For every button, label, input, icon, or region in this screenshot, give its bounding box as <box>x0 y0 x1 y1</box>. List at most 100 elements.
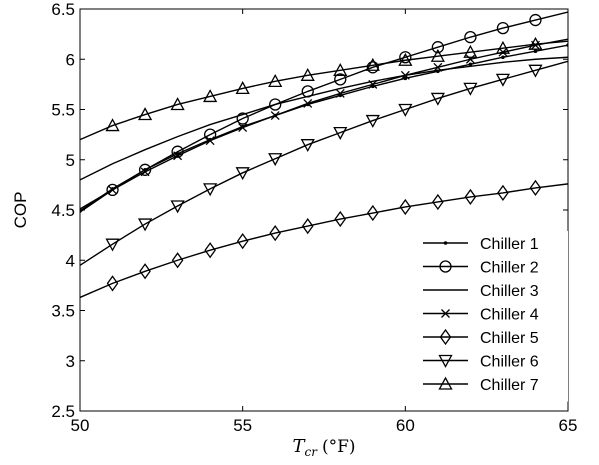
data-point <box>204 242 216 259</box>
x-axis-label: Tcr (°F) <box>292 436 355 459</box>
data-point <box>399 51 412 64</box>
legend: Chiller 1 Chiller 2 Chiller 3 Chiller 4 Chil… <box>420 231 568 402</box>
series-line <box>80 183 568 299</box>
data-point <box>368 79 378 89</box>
series-2 <box>80 11 568 210</box>
y-tick-label: 3.5 <box>51 302 75 321</box>
data-point <box>300 139 315 153</box>
data-point <box>464 188 477 206</box>
y-tick-label: 2.5 <box>51 402 75 421</box>
data-point <box>495 40 511 54</box>
data-point <box>106 183 119 197</box>
data-point <box>269 224 281 242</box>
series-4 <box>80 38 568 213</box>
data-point <box>268 153 283 167</box>
data-point <box>173 151 183 161</box>
data-point <box>270 111 280 120</box>
plot-layer <box>80 11 568 299</box>
data-point <box>497 184 509 202</box>
data-point <box>203 89 218 103</box>
legend-swatch-marker <box>438 354 453 368</box>
legend-label: Chiller 1 <box>480 236 539 253</box>
data-point <box>529 179 542 197</box>
series-line <box>80 11 568 210</box>
data-point <box>529 13 542 27</box>
series-line <box>80 44 568 212</box>
data-point <box>235 167 250 181</box>
data-point <box>431 41 445 54</box>
data-point <box>463 44 478 58</box>
series-line <box>80 38 568 213</box>
x-label-subscript: cr <box>304 445 318 459</box>
data-point <box>170 97 185 111</box>
data-point <box>139 263 151 280</box>
data-point <box>105 238 120 252</box>
data-point <box>334 210 347 228</box>
data-point <box>398 52 413 66</box>
y-tick-label: 6.5 <box>51 0 75 19</box>
legend-item: Chiller 7 <box>423 376 539 394</box>
data-point <box>366 61 379 74</box>
y-tick-label: 5.5 <box>51 101 75 120</box>
data-point <box>137 218 153 232</box>
legend-item: Chiller 2 <box>423 260 539 277</box>
series-1 <box>80 43 568 213</box>
series-line <box>80 56 568 181</box>
data-point <box>170 200 185 214</box>
data-point <box>501 55 505 60</box>
data-point <box>528 36 543 50</box>
y-tick-label: 3 <box>66 352 75 371</box>
y-axis-label: COP <box>11 192 30 229</box>
data-point <box>498 47 508 57</box>
data-point <box>365 57 380 71</box>
data-point <box>268 74 283 88</box>
legend-item: Chiller 3 <box>423 283 539 300</box>
series-3 <box>80 56 568 181</box>
series-7 <box>80 36 568 141</box>
x-tick-label: 55 <box>233 416 252 435</box>
data-point <box>105 118 120 132</box>
data-point <box>464 30 477 44</box>
data-point <box>303 99 313 108</box>
data-point <box>495 73 511 87</box>
data-point <box>236 112 249 125</box>
data-point <box>403 76 408 81</box>
data-point <box>398 103 413 117</box>
x-tick-label: 60 <box>396 416 415 435</box>
data-point <box>433 62 443 72</box>
data-point <box>106 275 119 292</box>
data-point <box>300 67 315 81</box>
x-tick-label: 65 <box>559 416 578 435</box>
y-tick-label: 6 <box>66 50 75 69</box>
series-line <box>80 60 568 266</box>
x-label-unit: (°F) <box>322 437 356 457</box>
data-point <box>333 62 348 76</box>
data-point <box>367 204 379 222</box>
legend-background <box>420 231 568 402</box>
legend-label: Chiller 6 <box>480 354 539 371</box>
data-point <box>205 136 215 146</box>
legend-label: Chiller 5 <box>480 330 539 347</box>
legend-label: Chiller 3 <box>480 283 539 300</box>
y-tick-label: 5 <box>66 151 75 170</box>
data-point <box>203 183 218 197</box>
data-point <box>528 64 543 78</box>
y-tick-label: 4.5 <box>51 201 75 220</box>
legend-item: Chiller 4 <box>423 307 539 324</box>
y-tick-label: 4 <box>66 251 75 270</box>
data-point <box>235 81 250 95</box>
legend-label: Chiller 2 <box>480 260 539 277</box>
x-tick-label: 50 <box>71 416 90 435</box>
data-point <box>236 233 249 250</box>
data-point <box>533 49 538 54</box>
legend-swatch-marker <box>441 309 450 318</box>
series-6 <box>80 60 568 266</box>
legend-item: Chiller 5 <box>423 328 539 347</box>
ticks-layer: 50 55 60 65 2.5 3 3.5 4 4.5 5 5.5 6 6.5 <box>51 0 577 435</box>
legend-swatch-marker <box>438 376 453 390</box>
data-point <box>238 123 248 133</box>
data-point <box>430 92 445 106</box>
legend-item: Chiller 6 <box>423 354 539 371</box>
data-point <box>301 217 314 235</box>
